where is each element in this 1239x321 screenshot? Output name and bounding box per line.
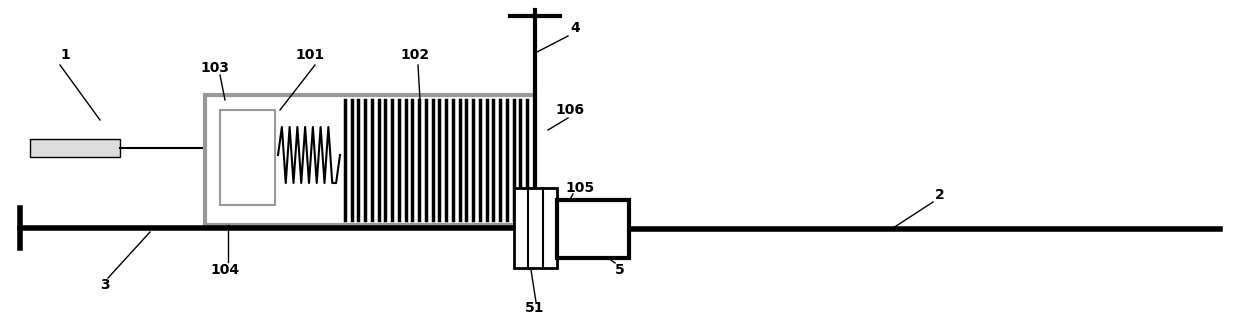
Text: 4: 4 <box>570 21 580 35</box>
Text: 105: 105 <box>565 181 595 195</box>
Text: 103: 103 <box>201 61 229 75</box>
Bar <box>204 95 535 225</box>
Text: 101: 101 <box>295 48 325 62</box>
Text: 3: 3 <box>100 278 110 292</box>
Text: 5: 5 <box>615 263 624 277</box>
Text: 2: 2 <box>935 188 945 202</box>
Bar <box>221 110 275 205</box>
Text: 51: 51 <box>525 301 545 315</box>
Bar <box>514 188 558 268</box>
Text: 104: 104 <box>211 263 239 277</box>
Text: 1: 1 <box>61 48 69 62</box>
Text: 102: 102 <box>400 48 430 62</box>
Bar <box>558 200 629 258</box>
Text: 106: 106 <box>555 103 585 117</box>
Bar <box>30 139 120 157</box>
